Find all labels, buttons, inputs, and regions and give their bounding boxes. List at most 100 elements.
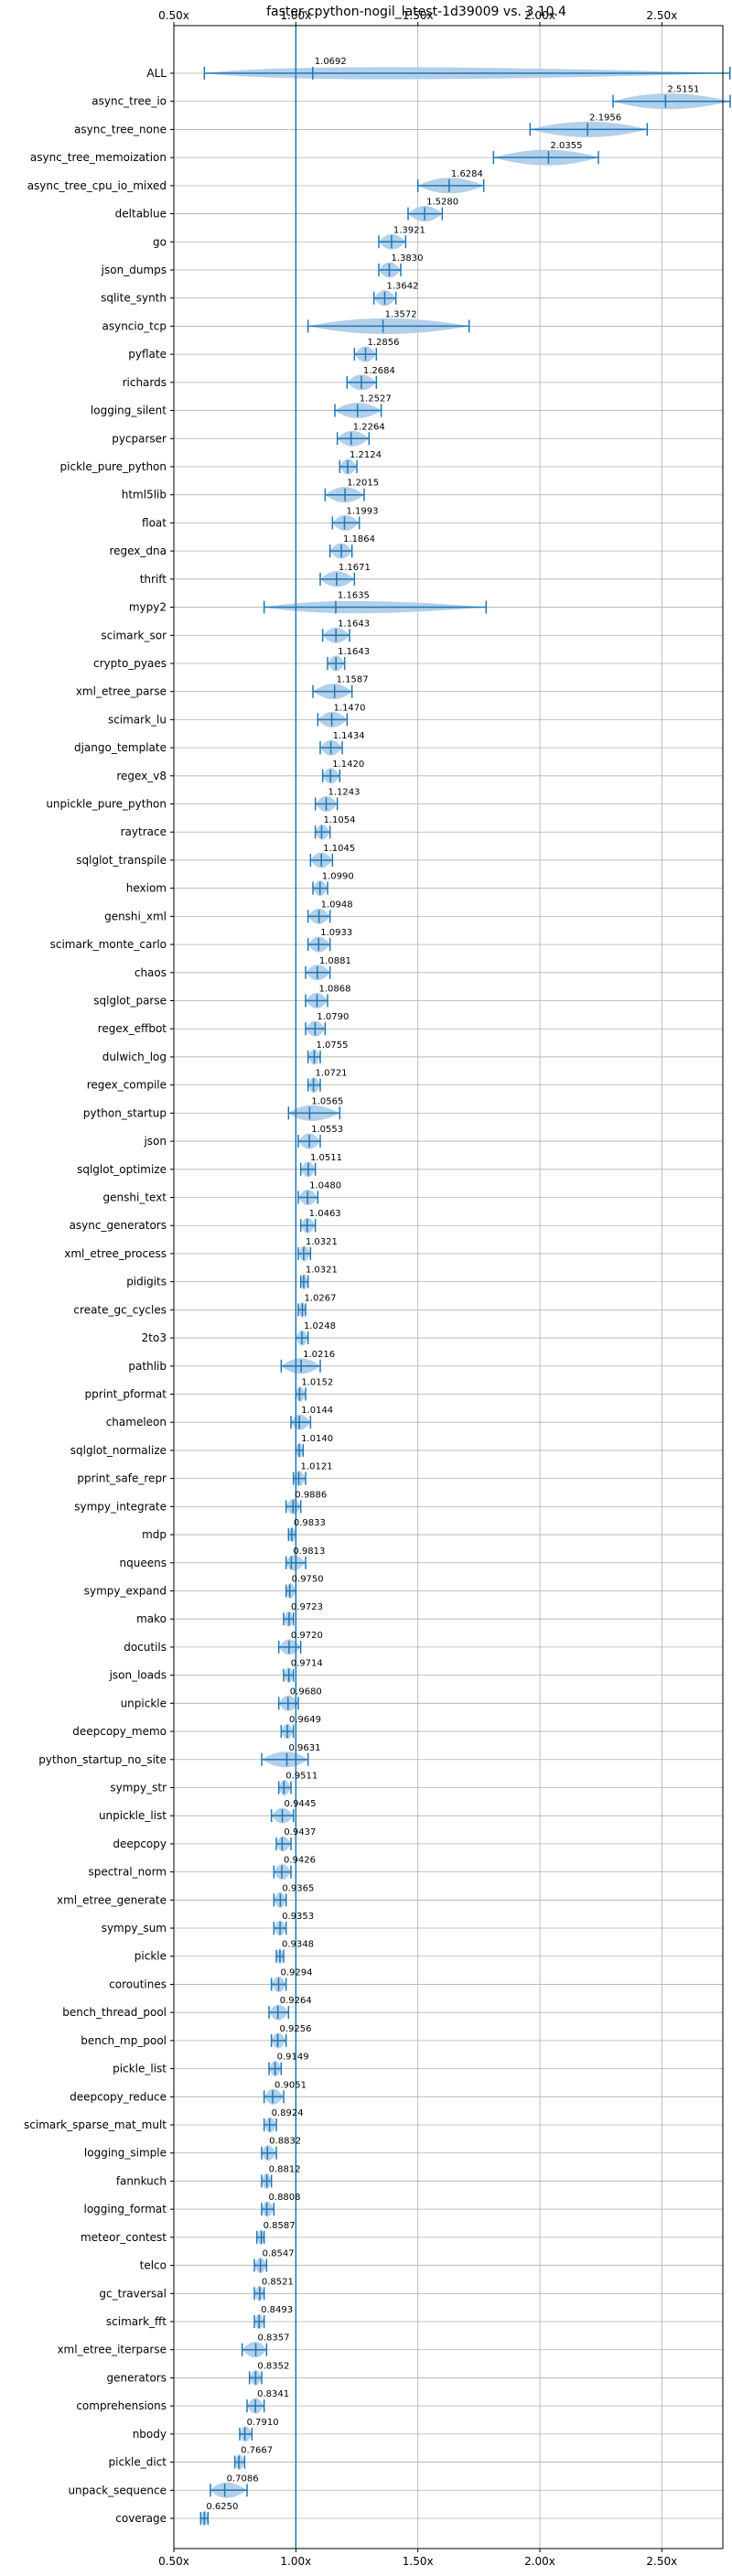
value-label: 1.5280 xyxy=(426,198,458,208)
benchmark-label: scimark_monte_carlo xyxy=(50,938,167,951)
value-label: 1.0692 xyxy=(315,57,347,67)
value-label: 1.0511 xyxy=(310,1153,342,1163)
value-label: 1.2124 xyxy=(350,450,382,460)
plot-frame xyxy=(173,25,724,2549)
benchmark-label: sympy_integrate xyxy=(74,1500,167,1513)
violin-series xyxy=(200,67,730,2527)
value-label: 0.8357 xyxy=(258,2333,290,2344)
value-label: 0.7910 xyxy=(247,2418,279,2428)
benchmark-label: chameleon xyxy=(106,1416,167,1428)
benchmark-label: logging_simple xyxy=(84,2147,167,2160)
benchmark-label: json xyxy=(143,1135,167,1148)
benchmark-label: gc_traversal xyxy=(99,2287,167,2300)
benchmark-label: sympy_sum xyxy=(102,1922,167,1935)
benchmark-label: coroutines xyxy=(109,1978,167,1990)
value-label: 1.0121 xyxy=(301,1462,333,1472)
x-tick-label-bottom: 1.00x xyxy=(280,2555,311,2568)
benchmark-label: scimark_fft xyxy=(106,2315,167,2328)
value-label: 0.9680 xyxy=(290,1687,322,1697)
value-label: 1.1643 xyxy=(338,647,370,657)
x-tick-label-top: 1.00x xyxy=(280,9,311,22)
value-label: 0.8352 xyxy=(257,2361,289,2371)
benchmark-label: meteor_contest xyxy=(81,2231,167,2244)
benchmark-label: crypto_pyaes xyxy=(93,657,167,670)
value-label: 1.0480 xyxy=(309,1181,341,1191)
benchmark-label: logging_format xyxy=(83,2203,167,2215)
benchmark-label: sympy_str xyxy=(110,1781,167,1794)
benchmark-label: unpickle xyxy=(121,1697,167,1709)
benchmark-label: pickle_list xyxy=(113,2063,167,2075)
x-tick-label-bottom: 0.50x xyxy=(158,2555,189,2568)
value-label: 1.3642 xyxy=(386,282,418,292)
benchmark-label: sympy_expand xyxy=(84,1584,167,1597)
benchmark-label: async_tree_io xyxy=(92,95,167,108)
benchmark-label: scimark_sparse_mat_mult xyxy=(24,2118,167,2131)
value-label: 1.1054 xyxy=(323,815,355,825)
value-label: 0.9720 xyxy=(291,1631,323,1641)
value-label: 0.8924 xyxy=(272,2108,304,2118)
benchmark-label: python_startup xyxy=(83,1106,167,1119)
value-label: 0.7086 xyxy=(227,2474,259,2484)
benchmark-label: mako xyxy=(136,1612,167,1625)
benchmark-label: deltablue xyxy=(115,208,167,221)
benchmark-label: nqueens xyxy=(120,1557,167,1569)
value-label: 0.9445 xyxy=(285,1799,317,1809)
value-label: 1.0553 xyxy=(311,1125,343,1135)
value-label: 0.9511 xyxy=(285,1771,318,1781)
value-label: 1.3572 xyxy=(385,309,417,319)
value-label: 0.9631 xyxy=(288,1743,320,1753)
value-label: 0.9348 xyxy=(282,1940,314,1950)
benchmark-label: create_gc_cycles xyxy=(73,1303,167,1316)
value-label: 0.8812 xyxy=(269,2164,301,2174)
benchmark-label: unpack_sequence xyxy=(68,2484,167,2496)
benchmark-label: nbody xyxy=(133,2428,167,2441)
benchmark-label: sqlite_synth xyxy=(101,292,167,305)
benchmark-label: ALL xyxy=(146,67,167,80)
benchmark-label: sqlglot_optimize xyxy=(77,1163,167,1176)
value-label: 1.0463 xyxy=(309,1209,341,1219)
benchmark-label: bench_thread_pool xyxy=(62,2006,167,2019)
benchmark-label: deepcopy_memo xyxy=(72,1725,167,1738)
benchmark-label: unpickle_list xyxy=(99,1809,167,1822)
benchmark-label: pathlib xyxy=(128,1360,167,1373)
benchmark-label: chaos xyxy=(135,966,167,979)
value-label: 1.1243 xyxy=(328,788,360,798)
value-label: 0.8547 xyxy=(263,2249,295,2259)
benchmark-label: regex_compile xyxy=(87,1079,167,1092)
benchmark-label: coverage xyxy=(115,2512,167,2525)
x-tick-label-top: 2.00x xyxy=(524,9,555,22)
value-label: 0.9365 xyxy=(282,1883,314,1893)
benchmark-label: generators xyxy=(106,2371,167,2384)
benchmark-label: python_startup_no_site xyxy=(38,1753,167,1766)
benchmark-label: 2to3 xyxy=(142,1331,167,1344)
value-label: 1.2856 xyxy=(367,338,399,348)
benchmark-label: pyflate xyxy=(128,348,167,361)
value-label: 1.1864 xyxy=(343,534,375,544)
value-label: 2.5151 xyxy=(667,85,699,95)
value-label: 1.0755 xyxy=(316,1040,348,1051)
benchmark-label: hexiom xyxy=(126,882,167,895)
value-label: 1.1587 xyxy=(337,675,369,685)
value-label: 0.8341 xyxy=(257,2389,289,2399)
x-axis: 0.50x 0.50x 1.00x 1.00x 1.50x 1.50x 2.00x 2.00x… xyxy=(158,9,677,2568)
value-label: 0.9833 xyxy=(294,1518,326,1528)
value-label: 1.0721 xyxy=(316,1069,348,1079)
value-label: 0.8808 xyxy=(269,2193,301,2203)
benchmark-labels: ALL async_tree_io async_tree_none async_tre… xyxy=(24,67,174,2525)
benchmark-label: docutils xyxy=(124,1641,167,1654)
value-label: 0.7667 xyxy=(241,2446,273,2456)
value-label: 1.6284 xyxy=(451,169,483,179)
value-label: 1.0881 xyxy=(319,956,351,966)
benchmark-label: genshi_text xyxy=(103,1191,167,1204)
benchmark-label: django_template xyxy=(74,741,167,754)
value-label: 0.9750 xyxy=(292,1574,324,1584)
value-label: 0.8832 xyxy=(269,2137,301,2147)
value-label: 1.1420 xyxy=(332,760,364,770)
value-label: 0.6250 xyxy=(206,2502,238,2512)
benchmark-label: fannkuch xyxy=(116,2174,167,2187)
benchmark-label: xml_etree_process xyxy=(64,1247,167,1260)
value-label: 1.3830 xyxy=(391,253,423,264)
benchmark-label: spectral_norm xyxy=(88,1866,167,1879)
